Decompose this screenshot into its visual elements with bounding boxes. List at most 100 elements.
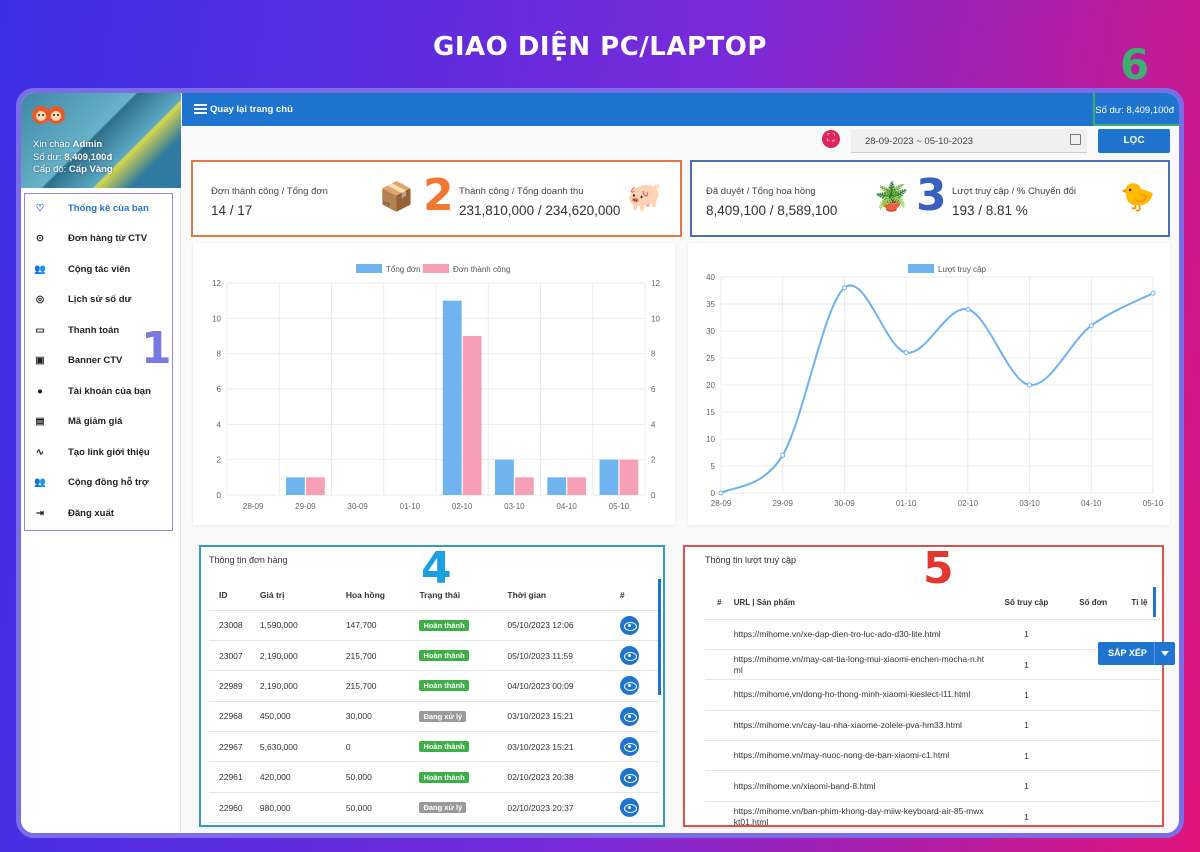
sidebar-item-5[interactable]: ▣ Banner CTV [25,351,172,371]
sort-button[interactable]: SẮP XẾP [1098,642,1175,665]
stat-title: Thành công / Tổng doanh thu [459,186,584,197]
sidebar-item-10[interactable]: ⇥ Đăng xuất [25,503,172,523]
coupon-icon: ▤ [35,416,45,427]
y-tick-label: 15 [706,408,715,417]
sidebar-item-8[interactable]: ∿ Tạo link giới thiệu [25,442,172,462]
visits-chart-card: 0 5 10 15 20 25 30 35 40 28-09 29-09 30-09 01-10 02-1… [688,243,1170,525]
visits-table: # URL | Sản phẩm Số truy cập Số đơn Tỉ lệ htt… [705,587,1160,825]
marker-1: 1 [141,323,172,374]
cell-count: 1 [985,679,1068,711]
y-tick-label: 30 [706,327,715,336]
scan-icon: ⊙ [36,233,44,244]
column-header: # [609,580,659,611]
eye-icon[interactable] [619,767,639,787]
sidebar-item-label: Lịch sử số dư [68,294,132,305]
stat-title: Đã duyệt / Tổng hoa hồng [706,186,816,197]
status-badge: Đang xử lý [419,802,467,814]
username: Admin [72,139,103,150]
x-tick-label: 28-09 [243,502,264,511]
fullscreen-icon[interactable]: ⛶ [822,130,840,148]
cell-url[interactable]: https://mihome.vn/cay-lau-nha-xiaome-zol… [733,710,986,742]
data-point [718,490,724,496]
series-line [720,284,1154,494]
calendar-icon [1070,134,1081,145]
y-tick-label: 10 [212,314,221,323]
y-tick-label: 10 [706,435,715,444]
x-tick-label: 01-10 [896,499,917,508]
cell-id: 23007 [209,640,250,672]
card-icon: ▭ [35,324,45,336]
cell-value: 450,000 [249,701,336,733]
cell-value: 2,190,000 [249,670,336,702]
cell-url[interactable]: https://mihome.vn/dong-ho-thong-minh-xia… [733,679,986,711]
sidebar-item-2[interactable]: 👥 Cộng tác viên [25,259,172,279]
column-header: Giá trị [249,580,336,611]
column-header: Số đơn [1067,587,1119,620]
filter-button[interactable]: LỌC [1098,129,1170,153]
chevron-down-icon[interactable] [1161,651,1169,656]
column-header: # [705,587,734,620]
eye-icon[interactable] [619,798,639,818]
eye-icon[interactable] [619,737,639,757]
stat-value: 193 / 8.81 % [952,203,1028,218]
sidebar-item-1[interactable]: ⊙ Đơn hàng từ CTV [25,229,172,249]
orders-table: ID Giá trị Hoa hồng Trạng thái Thời gian #230… [209,580,659,824]
y-tick-label: 0 [651,491,656,500]
status-badge: Hoàn thành [419,650,469,662]
cell-commission: 0 [335,731,410,763]
orders-chart-card: 0 0 2 2 4 4 6 6 8 8 10 10 12 12 28-09 29-09 30-09 01-10 02… [193,243,675,525]
legend-label: Tổng đơn [386,265,421,274]
eye-icon[interactable] [619,646,639,666]
sidebar-item-label: Tài khoản của bạn [68,385,151,397]
home-link[interactable]: Quay lại trang chủ [210,104,293,115]
eye-icon[interactable] [619,615,639,635]
cell-url[interactable]: https://mihome.vn/may-cat-tia-long-mui-x… [733,649,986,681]
cell-time: 05/10/2023 11:59 [497,640,610,672]
column-header: Hoa hồng [335,580,410,611]
scrollbar[interactable] [1153,587,1156,617]
eye-icon[interactable] [619,676,639,696]
stat-value: 14 / 17 [211,203,253,218]
cell-value: 2,190,000 [249,640,336,672]
y-tick-label: 12 [651,279,660,288]
sidebar-menu: ♡ Thống kê của bạn ⊙ Đơn hàng từ CTV 👥 Cộng t… [24,193,173,531]
cell-time: 05/10/2023 12:06 [497,610,610,641]
visits-card: Thông tin lượt truy cập 5 # URL | Sản phẩ… [683,545,1164,827]
cell-time: 03/10/2023 15:21 [497,731,610,763]
cell-url[interactable]: https://mihome.vn/xiaomi-band-8.html [733,770,986,802]
cell-url[interactable]: https://mihome.vn/may-nuoc-nong-de-ban-x… [733,740,986,772]
x-tick-label: 05-10 [609,502,630,511]
eye-icon[interactable] [619,706,639,726]
app-window: Xin chào Admin Số dư: 8,409,100đ Cấp độ:… [16,88,1184,838]
cell-url[interactable]: https://mihome.vn/ban-phim-khong-day-mii… [733,801,986,825]
visits-title: Thông tin lượt truy cập [705,555,796,565]
cell-count: 1 [985,649,1068,681]
cell-commission: 215,700 [335,670,410,702]
balance-label: Số dư: [33,151,62,163]
y-tick-label: 25 [706,354,715,363]
status-badge: Hoàn thành [419,771,469,783]
y-tick-label: 35 [706,300,715,309]
sidebar-item-9[interactable]: 👥 Cộng đồng hỗ trợ [25,473,172,493]
date-range-input[interactable]: 28-09-2023 ~ 05-10-2023 [851,129,1087,153]
cell-url[interactable]: https://mihome.vn/xe-dap-dien-tro-luc-ad… [733,619,986,650]
sidebar-item-4[interactable]: ▭ Thanh toán [25,320,172,340]
level-label: Cấp độ: [33,164,67,175]
sidebar-item-0[interactable]: ♡ Thống kê của bạn [25,198,172,218]
scrollbar[interactable] [658,579,661,695]
sidebar-item-label: Tạo link giới thiệu [68,446,150,458]
sidebar-item-6[interactable]: ● Tài khoản của bạn [25,381,172,401]
hamburger-icon[interactable] [194,104,207,114]
cell-id: 22968 [209,701,250,733]
sidebar-item-7[interactable]: ▤ Mã giảm giá [25,412,172,432]
marker-2: 2 [423,170,454,221]
cell-value: 980,000 [249,792,336,824]
y-tick-label: 6 [217,385,222,394]
sidebar-item-3[interactable]: ◎ Lịch sử số dư [25,290,172,310]
x-tick-label: 04-10 [1081,499,1102,508]
sidebar-item-label: Thống kê của bạn [68,202,149,214]
cell-time: 04/10/2023 00:09 [497,670,610,702]
duck-icon: 🐤 [1120,181,1155,212]
bar [599,459,619,495]
x-tick-label: 03-10 [1019,499,1040,508]
